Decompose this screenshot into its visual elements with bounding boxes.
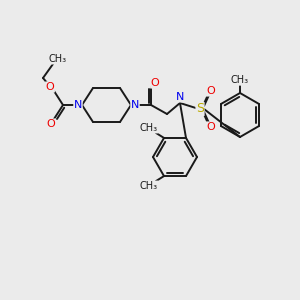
Text: CH₃: CH₃: [140, 181, 158, 191]
Text: CH₃: CH₃: [140, 123, 158, 133]
Text: O: O: [46, 119, 56, 129]
Text: O: O: [207, 86, 215, 96]
Text: O: O: [151, 78, 159, 88]
Text: N: N: [131, 100, 139, 110]
Text: CH₃: CH₃: [49, 54, 67, 64]
Text: CH₃: CH₃: [231, 75, 249, 85]
Text: S: S: [196, 103, 204, 116]
Text: N: N: [176, 92, 184, 102]
Text: O: O: [207, 122, 215, 132]
Text: O: O: [46, 82, 54, 92]
Text: N: N: [74, 100, 82, 110]
